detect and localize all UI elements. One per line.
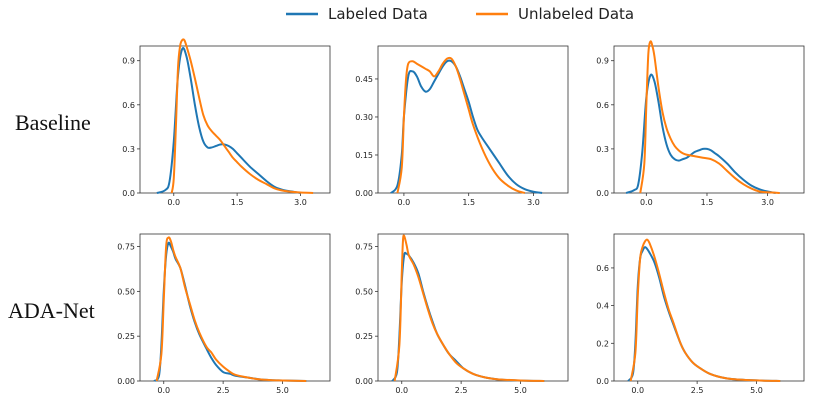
x-tick-label: 3.0: [761, 198, 774, 207]
axes-frame: [377, 233, 569, 382]
y-tick-label: 0.3: [122, 145, 135, 154]
x-tick-label: 0.0: [631, 386, 644, 395]
y-tick-label: 0.15: [355, 151, 373, 160]
y-tick-label: 0.75: [117, 243, 135, 252]
y-tick-label: 0.25: [117, 332, 135, 341]
y-tick-label: 0.45: [355, 75, 373, 84]
y-tick-label: 0.75: [355, 243, 373, 252]
subplot-2: 0.00 0.15 0.30 0.45 0.0 1.5 3.0: [355, 45, 569, 207]
y-tick-label: 0.00: [117, 377, 135, 386]
labeled-data-curve: [153, 241, 307, 382]
axes-frame: [139, 233, 331, 382]
subplot-3: 0.0 0.3 0.6 0.9 0.0 1.5 3.0: [596, 40, 805, 207]
x-tick-label: 0.0: [395, 386, 408, 395]
row-label-baseline: Baseline: [15, 110, 91, 135]
subplot-6: 0.0 0.2 0.4 0.6 0.0 2.5 5.0: [596, 233, 805, 395]
labeled-data-curve: [391, 251, 545, 382]
y-tick-label: 0.6: [596, 101, 609, 110]
unlabeled-data-curve: [629, 238, 781, 382]
legend-label-labeled: Labeled Data: [328, 5, 428, 23]
x-tick-label: 2.5: [455, 386, 468, 395]
subplot-5: 0.00 0.25 0.50 0.75 0.0 2.5 5.0: [355, 233, 569, 395]
legend: Labeled Data Unlabeled Data: [286, 5, 634, 23]
x-tick-label: 2.5: [691, 386, 704, 395]
y-tick-label: 0.6: [122, 101, 135, 110]
x-tick-label: 1.5: [701, 198, 714, 207]
x-tick-label: 5.0: [750, 386, 763, 395]
y-tick-label: 0.25: [355, 332, 373, 341]
x-tick-label: 0.0: [398, 198, 411, 207]
x-tick-label: 0.0: [167, 198, 180, 207]
axes-frame: [377, 45, 569, 194]
y-tick-label: 0.2: [596, 339, 609, 348]
subplot-1: 0.0 0.3 0.6 0.9 0.0 1.5 3.0: [122, 38, 331, 207]
unlabeled-data-curve: [393, 234, 545, 382]
axes-frame: [139, 45, 331, 194]
y-tick-label: 0.30: [355, 113, 373, 122]
x-tick-label: 2.5: [217, 386, 230, 395]
x-tick-label: 3.0: [294, 198, 307, 207]
legend-label-unlabeled: Unlabeled Data: [518, 5, 634, 23]
x-tick-label: 1.5: [462, 198, 475, 207]
y-tick-label: 0.6: [596, 264, 609, 273]
x-tick-label: 0.0: [157, 386, 170, 395]
y-tick-label: 0.50: [117, 287, 135, 296]
labeled-data-curve: [625, 73, 776, 194]
y-tick-label: 0.9: [596, 57, 609, 66]
labeled-data-curve: [390, 59, 543, 194]
subplot-4: 0.00 0.25 0.50 0.75 0.0 2.5 5.0: [117, 233, 331, 395]
x-tick-label: 1.5: [231, 198, 244, 207]
axes-frame: [613, 233, 805, 382]
y-tick-label: 0.0: [596, 377, 609, 386]
subplot-grid: 0.00.30.60.90.0 1.5 3.00.000.150.300.450.0…: [117, 38, 805, 395]
row-label-ada-net: ADA-Net: [8, 298, 95, 323]
unlabeled-data-curve: [396, 56, 526, 194]
y-tick-label: 0.50: [355, 287, 373, 296]
x-tick-label: 3.0: [527, 198, 540, 207]
unlabeled-data-curve: [170, 38, 314, 194]
x-tick-label: 5.0: [514, 386, 527, 395]
unlabeled-data-curve: [639, 40, 780, 194]
axes-frame: [613, 45, 805, 194]
y-tick-label: 0.0: [122, 189, 135, 198]
y-tick-label: 0.00: [355, 377, 373, 386]
x-tick-label: 0.0: [640, 198, 653, 207]
y-tick-label: 0.00: [355, 189, 373, 198]
y-tick-label: 0.9: [122, 57, 135, 66]
y-tick-label: 0.0: [596, 189, 609, 198]
y-tick-label: 0.4: [596, 302, 609, 311]
labeled-data-curve: [627, 246, 781, 382]
x-tick-label: 5.0: [276, 386, 289, 395]
unlabeled-data-curve: [155, 236, 307, 382]
y-tick-label: 0.3: [596, 145, 609, 154]
